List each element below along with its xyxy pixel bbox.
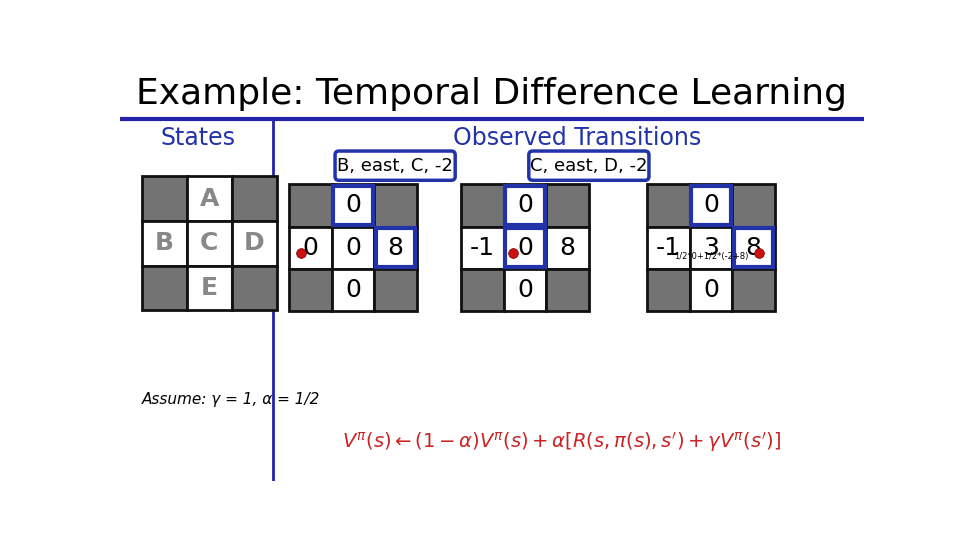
FancyBboxPatch shape: [529, 151, 649, 180]
Bar: [461, 184, 504, 226]
Bar: [546, 184, 588, 226]
Bar: [289, 269, 331, 311]
Text: E: E: [201, 276, 218, 300]
Text: 0: 0: [517, 193, 533, 217]
Text: 8: 8: [746, 235, 761, 260]
Bar: [689, 226, 732, 269]
Bar: [733, 228, 774, 267]
Bar: [461, 226, 504, 269]
Bar: [647, 269, 689, 311]
Text: -1: -1: [469, 235, 494, 260]
Bar: [331, 269, 374, 311]
Text: 0: 0: [345, 193, 361, 217]
Bar: [689, 269, 732, 311]
Text: 0: 0: [703, 278, 719, 302]
Text: Example: Temporal Difference Learning: Example: Temporal Difference Learning: [136, 77, 848, 111]
Bar: [374, 226, 417, 269]
Bar: [647, 184, 689, 226]
Text: 0: 0: [517, 235, 533, 260]
Bar: [689, 184, 732, 226]
Bar: [546, 226, 588, 269]
Bar: [504, 184, 546, 226]
FancyBboxPatch shape: [335, 151, 455, 180]
Bar: [331, 184, 374, 226]
Text: $V^{\pi}(s) \leftarrow (1-\alpha)V^{\pi}(s) + \alpha\left[R(s,\pi(s),s^{\prime}): $V^{\pi}(s) \leftarrow (1-\alpha)V^{\pi}…: [342, 430, 781, 454]
Bar: [546, 269, 588, 311]
Text: D: D: [244, 232, 264, 255]
Text: Assume: γ = 1, α = 1/2: Assume: γ = 1, α = 1/2: [142, 392, 320, 407]
Text: 0: 0: [703, 193, 719, 217]
Bar: [732, 269, 775, 311]
Bar: [732, 184, 775, 226]
Text: 8: 8: [560, 235, 576, 260]
Bar: [374, 269, 417, 311]
Bar: [331, 226, 374, 269]
Bar: [505, 228, 544, 267]
Text: 0: 0: [345, 278, 361, 302]
Bar: [504, 269, 546, 311]
Text: B: B: [155, 232, 174, 255]
Bar: [375, 228, 416, 267]
Bar: [231, 177, 276, 221]
Bar: [374, 184, 417, 226]
Bar: [186, 177, 231, 221]
Text: 1/2*0+1/2*(-2+8): 1/2*0+1/2*(-2+8): [674, 253, 748, 261]
Text: 0: 0: [345, 235, 361, 260]
Bar: [231, 266, 276, 310]
Text: States: States: [160, 126, 235, 150]
Bar: [142, 177, 186, 221]
Text: 0: 0: [517, 278, 533, 302]
Bar: [504, 226, 546, 269]
Bar: [333, 186, 372, 225]
Bar: [289, 226, 331, 269]
Text: C, east, D, -2: C, east, D, -2: [530, 157, 648, 174]
Text: Observed Transitions: Observed Transitions: [453, 126, 702, 150]
Text: 3: 3: [703, 235, 719, 260]
Bar: [691, 186, 731, 225]
Text: C: C: [200, 232, 218, 255]
Bar: [142, 266, 186, 310]
Text: 0: 0: [302, 235, 318, 260]
Bar: [647, 226, 689, 269]
Text: -1: -1: [656, 235, 681, 260]
Text: B, east, C, -2: B, east, C, -2: [337, 157, 453, 174]
Text: 8: 8: [388, 235, 403, 260]
Bar: [505, 186, 544, 225]
Bar: [142, 221, 186, 266]
Text: A: A: [200, 187, 219, 211]
Bar: [732, 226, 775, 269]
Bar: [186, 221, 231, 266]
Bar: [289, 184, 331, 226]
Bar: [231, 221, 276, 266]
Bar: [461, 269, 504, 311]
Bar: [186, 266, 231, 310]
